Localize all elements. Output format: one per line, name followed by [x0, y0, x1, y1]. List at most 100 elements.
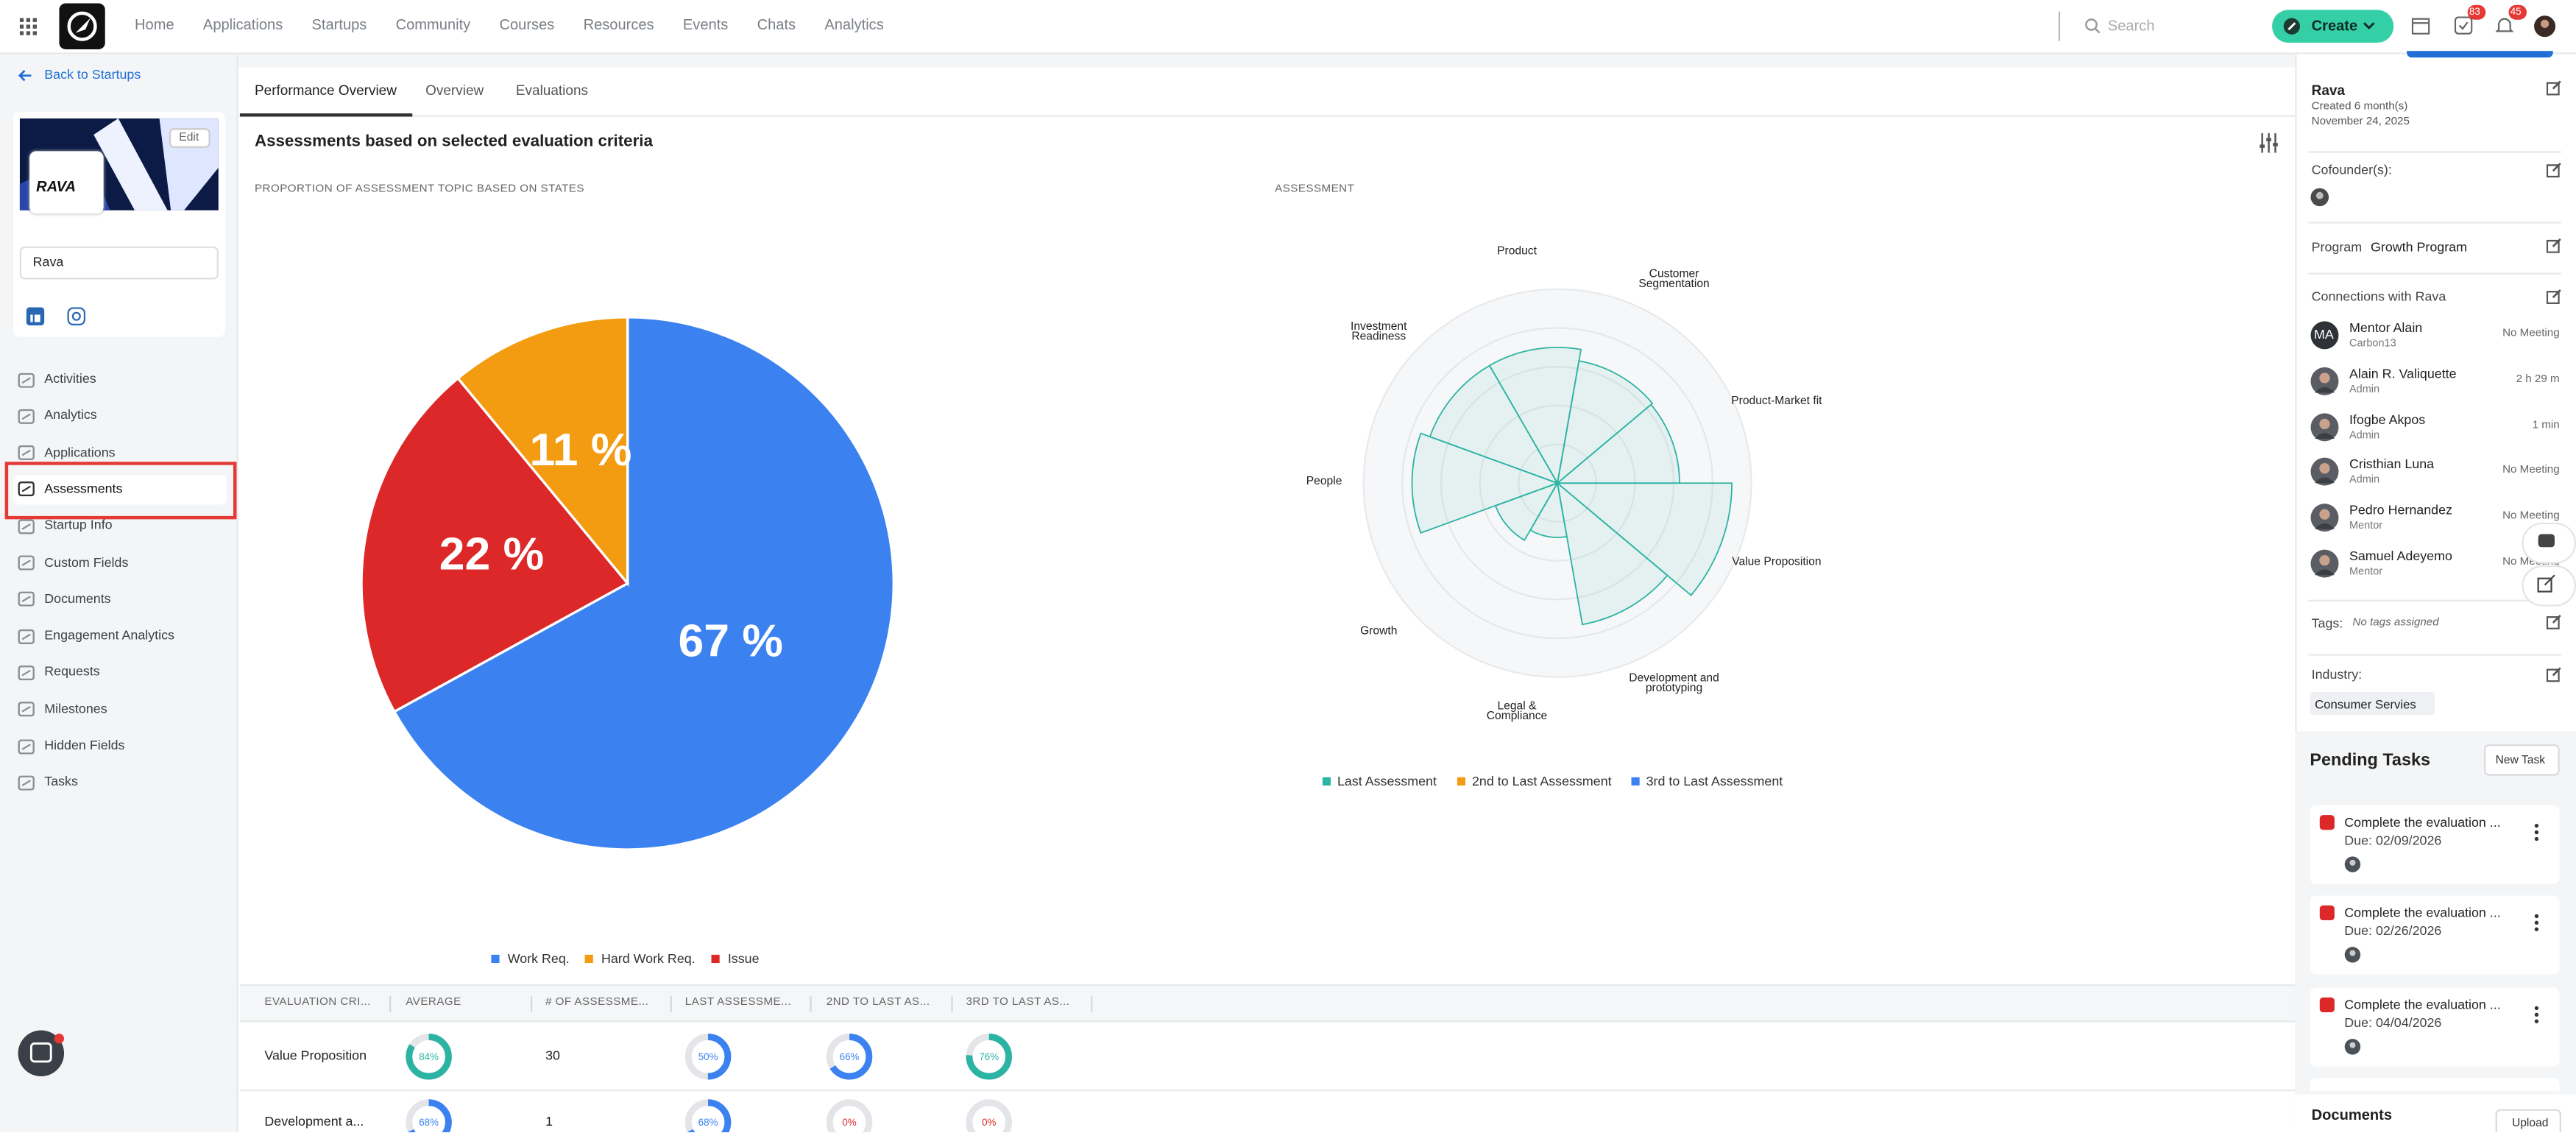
active-item-bg [13, 474, 227, 505]
created: Created 6 month(s) [2311, 101, 2408, 113]
tab[interactable]: Performance Overview [254, 82, 397, 99]
connection-role: Mentor [2349, 566, 2383, 579]
legend-swatch [1457, 777, 1466, 786]
floating-widget[interactable] [2522, 522, 2576, 565]
edit-icon[interactable] [2546, 163, 2561, 178]
task-status [2319, 906, 2335, 921]
connection-role: Mentor [2349, 520, 2383, 533]
menu-item[interactable]: Hidden Fields [44, 738, 125, 753]
divider [2308, 272, 2561, 275]
menu-item[interactable]: Milestones [44, 701, 107, 716]
legend-swatch [1322, 777, 1331, 786]
tasks-icon[interactable] [2454, 16, 2473, 35]
column-divider [810, 995, 812, 1012]
nav-item[interactable]: Home [135, 16, 174, 33]
connection-role: Admin [2349, 475, 2380, 487]
search-icon [2085, 18, 2101, 34]
tab[interactable]: Evaluations [515, 82, 589, 99]
new-task-button[interactable] [2483, 744, 2560, 776]
pie-slice [360, 376, 630, 713]
field-value: Growth Program [2370, 239, 2467, 254]
connection-avatar [2310, 458, 2339, 487]
nav-item[interactable]: Courses [499, 16, 555, 33]
tab[interactable]: Overview [425, 82, 484, 99]
settings-icon[interactable] [2259, 133, 2279, 153]
nav-item[interactable]: Events [682, 16, 729, 33]
create-icon [2283, 18, 2300, 35]
polar-label: Customer Segmentation [1638, 269, 1710, 292]
polar-label: Legal & Compliance [1486, 701, 1548, 723]
menu-item[interactable]: Applications [44, 445, 116, 460]
progress-track [966, 1099, 1012, 1132]
menu-item[interactable]: Activities [44, 371, 96, 387]
nav-item[interactable]: Applications [202, 16, 283, 33]
column-header: LAST ASSESSME... [684, 995, 792, 1008]
connection-name: Samuel Adeyemo [2349, 548, 2452, 564]
polar-wedge [1556, 360, 1654, 485]
task-menu[interactable] [2533, 1005, 2540, 1023]
section-title: Assessments based on selected evaluation… [254, 133, 653, 152]
menu-icon [18, 702, 35, 717]
edit-icon[interactable] [2546, 614, 2561, 629]
user-avatar[interactable] [2533, 15, 2556, 38]
progress-label: 50% [698, 1051, 718, 1062]
search-input[interactable]: Search [2107, 17, 2155, 34]
nav-item[interactable]: Analytics [824, 16, 884, 33]
connection-avatar [2310, 367, 2339, 395]
top-strip [0, 54, 2576, 68]
task-avatar [2344, 1038, 2361, 1054]
linkedin-icon[interactable] [26, 307, 45, 325]
table-cell: Value Proposition [264, 1048, 367, 1064]
edit-icon[interactable] [2546, 238, 2561, 253]
nav-item[interactable]: Resources [583, 16, 654, 33]
menu-item[interactable]: Engagement Analytics [44, 627, 174, 643]
menu-item[interactable]: Tasks [44, 774, 78, 790]
floating-widget[interactable] [2522, 565, 2576, 608]
industry-value: Consumer Servies [2315, 696, 2416, 711]
column-header: AVERAGE [406, 995, 461, 1008]
menu-item[interactable]: Startup Info [44, 518, 113, 533]
slice-label: 11 % [529, 424, 631, 476]
top-bar [0, 0, 2576, 54]
back-link[interactable]: Back to Startups [44, 67, 141, 82]
menu-item[interactable]: Custom Fields [44, 554, 129, 570]
progress-arc [406, 1034, 452, 1080]
edit-icon[interactable] [2546, 667, 2561, 682]
menu-icon [18, 518, 35, 534]
calendar-icon[interactable] [2411, 16, 2430, 35]
table-cell: 30 [545, 1048, 560, 1064]
legend-swatch [491, 954, 500, 964]
nav-item[interactable]: Startups [311, 16, 367, 33]
back-arrow[interactable] [18, 69, 33, 82]
task-menu[interactable] [2533, 823, 2540, 841]
task-title: Complete the evaluation ... [2344, 906, 2501, 921]
apps-icon[interactable] [19, 18, 38, 37]
menu-item[interactable]: Assessments [44, 481, 123, 496]
cofounder-avatar [2310, 188, 2329, 207]
table-header [239, 984, 2296, 1023]
polar-label: Product [1497, 246, 1537, 258]
progress-arc [684, 1099, 732, 1132]
edit-icon[interactable] [2546, 80, 2561, 96]
bell-icon[interactable] [2495, 16, 2514, 35]
name-input[interactable] [19, 246, 219, 280]
edit-button[interactable] [169, 128, 210, 148]
instagram-icon[interactable] [67, 307, 86, 325]
task-menu[interactable] [2533, 914, 2540, 933]
menu-item[interactable]: Analytics [44, 408, 97, 423]
progress-track [826, 1099, 873, 1132]
nav-item[interactable]: Community [395, 16, 471, 33]
pie-slice [456, 316, 629, 587]
polar-wedge [1411, 432, 1560, 534]
logo[interactable] [59, 3, 105, 49]
logo-text: RAVA [36, 178, 77, 195]
menu-item[interactable]: Requests [44, 664, 100, 680]
edit-icon[interactable] [2546, 289, 2561, 304]
legend-swatch [1631, 777, 1640, 786]
connection-status: 2 h 29 m [2516, 373, 2560, 386]
menu-item[interactable]: Documents [44, 591, 111, 607]
nav-item[interactable]: Chats [757, 16, 796, 33]
chat-launcher[interactable] [16, 1028, 66, 1078]
upload-button[interactable] [2495, 1109, 2561, 1132]
menu-icon [18, 665, 35, 680]
